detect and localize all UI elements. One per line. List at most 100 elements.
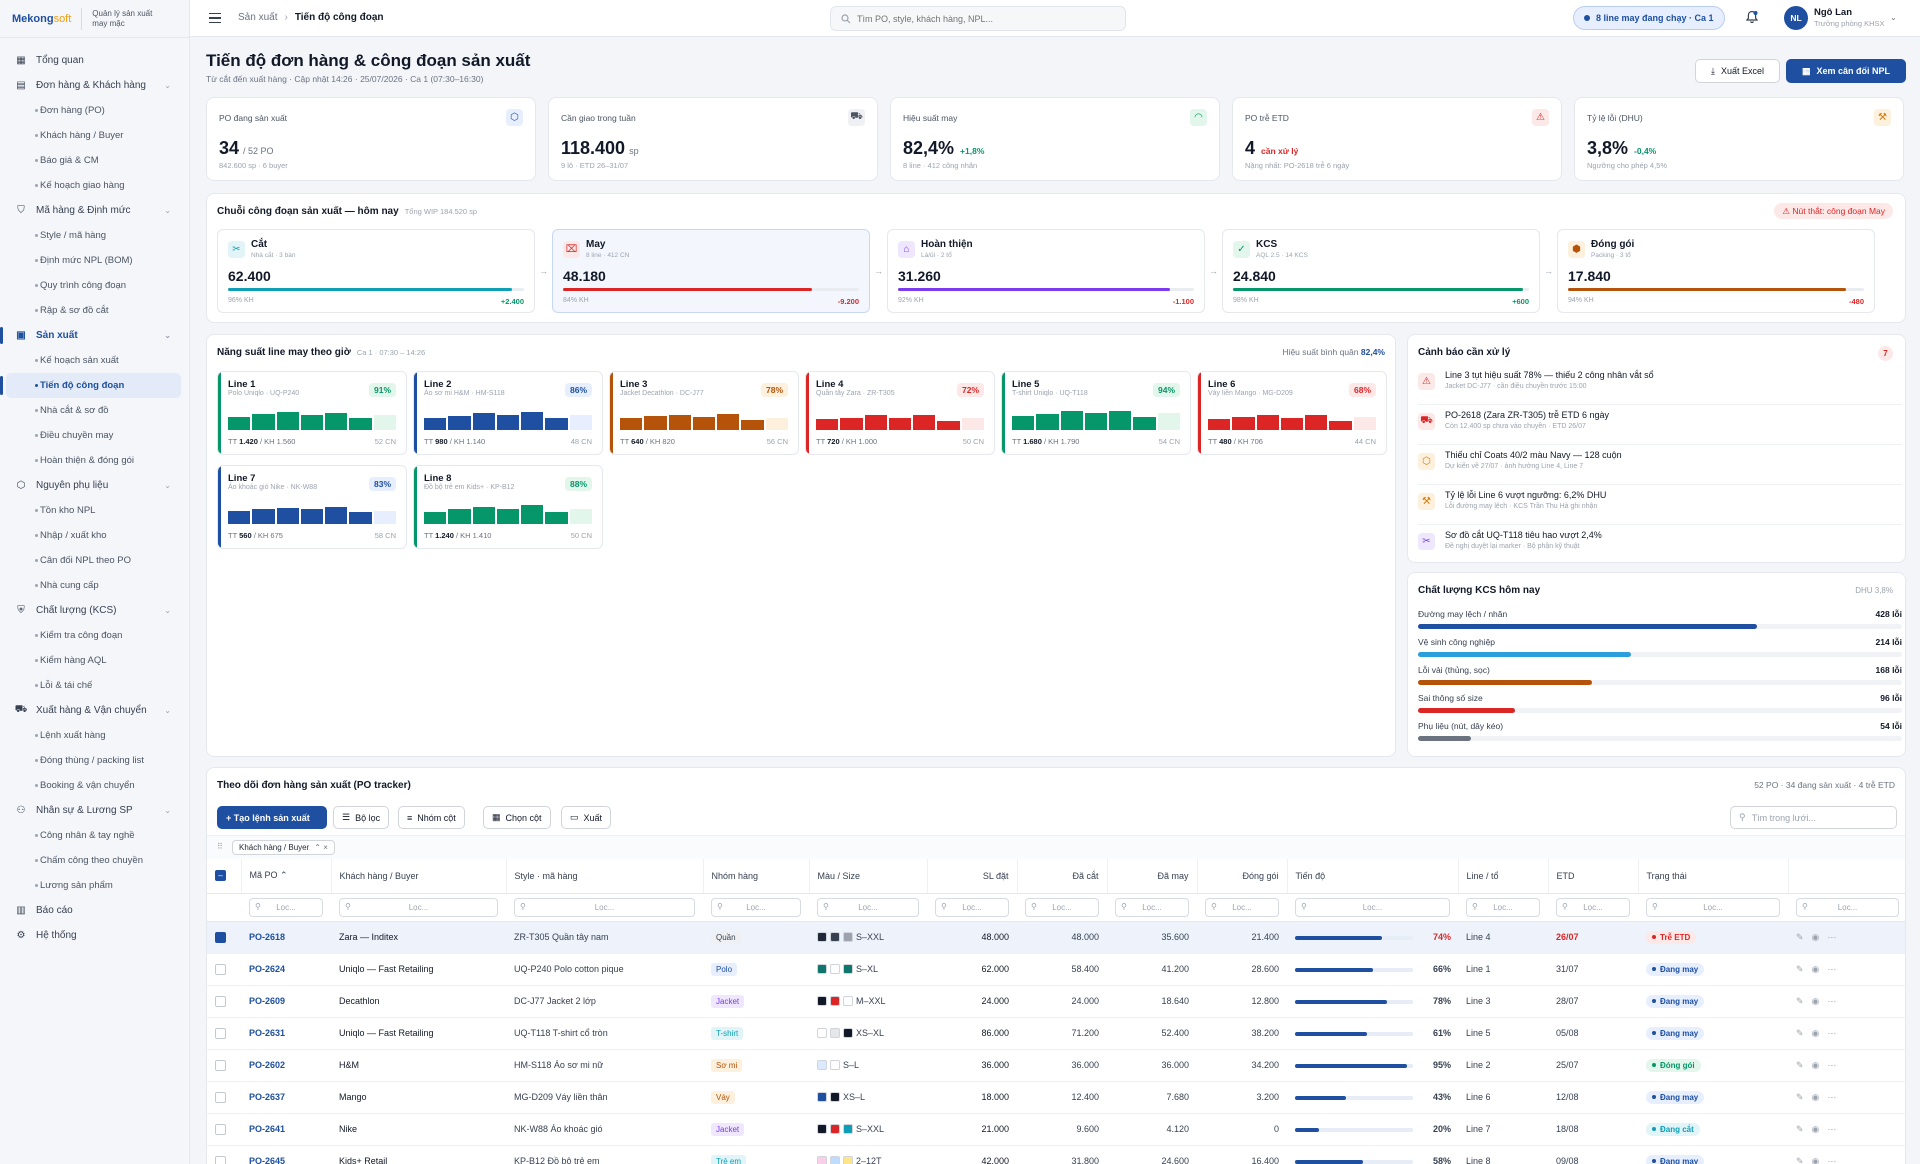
stage-card[interactable]: ⌂ Hoàn thiện Là/ủi · 2 tổ 31.260 92% KH -1.10… [887,229,1205,313]
sidebar-item[interactable]: Rập & sơ đồ cắt [0,298,189,323]
more-icon[interactable]: ⋯ [1827,963,1845,974]
column-header[interactable]: Style · mã hàng [506,859,704,894]
sidebar-item[interactable]: Lỗi & tái chế [0,673,189,698]
stage-card[interactable]: ✂ Cắt Nhà cắt · 3 bàn 62.400 96% KH +2.400 [217,229,535,313]
view-icon[interactable]: ◉ [1811,1123,1828,1134]
edit-icon[interactable]: ✎ [1796,1059,1812,1070]
more-icon[interactable]: ⋯ [1827,1027,1845,1038]
line-card[interactable]: Line 6 Váy liền Mango · MG-D209 68% TT 480 … [1197,371,1387,455]
edit-icon[interactable]: ✎ [1796,1123,1812,1134]
sidebar-item[interactable]: Booking & vận chuyển [0,773,189,798]
row-checkbox[interactable] [215,931,226,943]
table-row[interactable]: PO-2645 Kids+ Retail KP-B12 Đồ bộ trẻ em Tr… [207,1145,1905,1164]
sidebar-item[interactable]: Hoàn thiện & đóng gói [0,448,189,473]
group-columns-button[interactable]: ≡ Nhóm cột [398,806,465,829]
column-filter-input[interactable]: Lọc... [1205,897,1279,917]
sidebar-item[interactable]: Công nhân & tay nghề [0,823,189,848]
row-checkbox[interactable] [215,995,226,1007]
more-icon[interactable]: ⋯ [1827,1123,1845,1134]
column-filter-input[interactable]: Lọc... [711,897,801,917]
column-header[interactable]: Đóng gói [1197,859,1288,894]
column-filter-input[interactable]: Lọc... [1466,897,1540,917]
po-link[interactable]: PO-2631 [249,1028,286,1038]
column-header[interactable]: Màu / Size [809,859,928,894]
column-filter-input[interactable]: Lọc... [514,897,695,917]
po-link[interactable]: PO-2624 [249,964,286,974]
select-all-checkbox[interactable]: – [207,859,242,894]
po-link[interactable]: PO-2609 [249,996,286,1006]
choose-columns-button[interactable]: ▦ Chọn cột [483,806,551,829]
column-filter-input[interactable]: Lọc... [1796,897,1899,917]
column-header[interactable]: ETD [1548,859,1639,894]
column-header[interactable]: Nhóm hàng [703,859,810,894]
column-header[interactable]: SL đặt [927,859,1018,894]
line-card[interactable]: Line 5 T-shirt Uniqlo · UQ-T118 94% TT 1.68… [1001,371,1191,455]
column-filter-input[interactable]: Lọc... [1646,897,1780,917]
row-checkbox[interactable] [215,963,226,975]
global-search[interactable] [830,6,1126,31]
sidebar-section[interactable]: ▤ Đơn hàng & Khách hàng ⌄ [0,73,189,98]
edit-icon[interactable]: ✎ [1796,963,1812,974]
sidebar-item[interactable]: Kế hoạch sản xuất [0,348,189,373]
global-search-input[interactable] [857,13,1097,24]
menu-toggle-icon[interactable] [209,13,221,23]
table-row[interactable]: PO-2624 Uniqlo — Fast Retailing UQ-P240 Po… [207,953,1905,986]
bell-icon[interactable] [1745,10,1759,24]
edit-icon[interactable]: ✎ [1796,1027,1812,1038]
edit-icon[interactable]: ✎ [1796,931,1812,942]
view-icon[interactable]: ◉ [1811,931,1828,942]
warning-item[interactable]: ⬡ Thiếu chỉ Coats 40/2 màu Navy — 128 cuộ… [1418,445,1902,485]
column-header[interactable]: Khách hàng / Buyer [331,859,507,894]
view-icon[interactable]: ◉ [1811,1155,1828,1164]
breadcrumb-item[interactable]: Sản xuất [238,12,278,23]
sidebar-item[interactable]: Tồn kho NPL [0,498,189,523]
sidebar-item[interactable]: Tiến độ công đoạn [0,373,181,398]
row-checkbox[interactable] [215,1091,226,1103]
sidebar-item[interactable]: Nhà cung cấp [0,573,189,598]
table-row[interactable]: PO-2618 Zara — Inditex ZR-T305 Quần tây na… [207,921,1905,954]
table-row[interactable]: PO-2609 Decathlon DC-J77 Jacket 2 lớp Jacke… [207,985,1905,1018]
edit-icon[interactable]: ✎ [1796,1091,1812,1102]
export-button[interactable]: ▭ Xuất [561,806,612,829]
stage-card[interactable]: ✓ KCS AQL 2.5 · 14 KCS 24.840 98% KH +600 [1222,229,1540,313]
edit-icon[interactable]: ✎ [1796,995,1812,1006]
warning-item[interactable]: ⚒ Tỷ lệ lỗi Line 6 vượt ngưỡng: 6,2% DHU L… [1418,485,1902,525]
sidebar-item[interactable]: Cân đối NPL theo PO [0,548,189,573]
line-card[interactable]: Line 7 Áo khoác gió Nike · NK-W88 83% TT 56… [217,465,407,549]
column-header[interactable]: Tiến độ [1287,859,1459,894]
column-filter-input[interactable]: Lọc... [249,897,323,917]
more-icon[interactable]: ⋯ [1827,995,1845,1006]
column-filter-input[interactable]: Lọc... [1295,897,1450,917]
sidebar-item[interactable]: Kiểm tra công đoạn [0,623,189,648]
export-excel-button[interactable]: ⤓ Xuất Excel [1695,59,1780,83]
sidebar-section[interactable]: ⛉ Mã hàng & Định mức ⌄ [0,198,189,223]
line-card[interactable]: Line 2 Áo sơ mi H&M · HM-S118 86% TT 980 / … [413,371,603,455]
create-production-order-button[interactable]: + Tạo lệnh sản xuất [217,806,327,829]
bottleneck-alert[interactable]: ⚠ Nút thắt: công đoạn May [1774,203,1893,219]
column-header[interactable]: Mã PO ⌃ [241,859,332,894]
stage-card[interactable]: ⬢ Đóng gói Packing · 3 tổ 17.840 94% KH -480 [1557,229,1875,313]
sidebar-section[interactable]: ⛟ Xuất hàng & Vận chuyển ⌄ [0,698,189,723]
row-checkbox[interactable] [215,1155,226,1164]
more-icon[interactable]: ⋯ [1827,1091,1845,1102]
chevron-down-icon[interactable]: ⌄ [1890,13,1897,22]
brand-logo[interactable]: Mekongsoft Quản lý sản xuất may mặc [0,0,189,38]
sidebar-item[interactable]: Đơn hàng (PO) [0,98,189,123]
po-link[interactable]: PO-2602 [249,1060,286,1070]
column-header[interactable]: Line / tổ [1458,859,1549,894]
view-icon[interactable]: ◉ [1811,1027,1828,1038]
column-filter-input[interactable]: Lọc... [817,897,919,917]
line-card[interactable]: Line 3 Jacket Decathlon · DC-J77 78% TT 640… [609,371,799,455]
kpi-card[interactable]: PO đang sản xuất ⬡ 34/ 52 PO 842.600 sp · 6… [206,97,536,181]
sidebar-item[interactable]: Nhập / xuất kho [0,523,189,548]
column-filter-input[interactable]: Lọc... [1115,897,1189,917]
column-header[interactable]: Trạng thái [1638,859,1789,894]
po-link[interactable]: PO-2645 [249,1156,286,1164]
sidebar-section[interactable]: ⛨ Chất lượng (KCS) ⌄ [0,598,189,623]
table-row[interactable]: PO-2631 Uniqlo — Fast Retailing UQ-T118 T-… [207,1017,1905,1050]
sidebar-item[interactable]: Định mức NPL (BOM) [0,248,189,273]
sidebar-item[interactable]: Đóng thùng / packing list [0,748,189,773]
column-filter-input[interactable]: Lọc... [1025,897,1099,917]
more-icon[interactable]: ⋯ [1827,1059,1845,1070]
table-row[interactable]: PO-2602 H&M HM-S118 Áo sơ mi nữ Sơ mi S–L 36.… [207,1049,1905,1082]
